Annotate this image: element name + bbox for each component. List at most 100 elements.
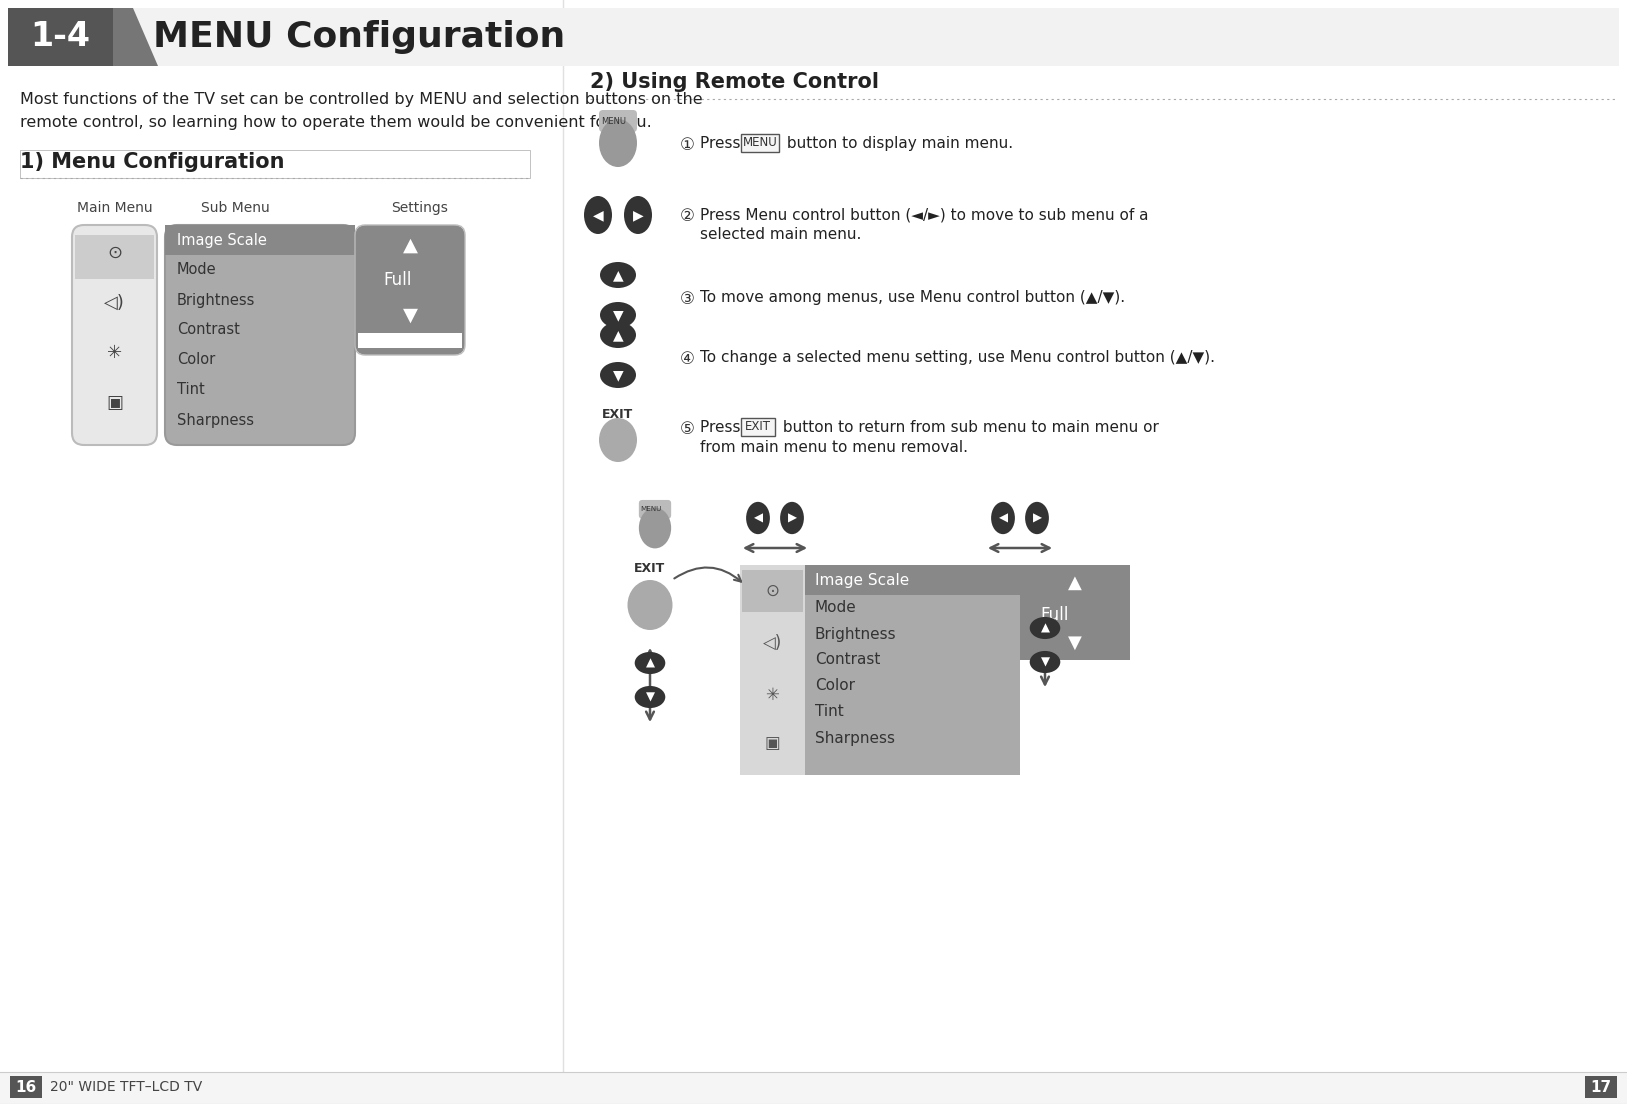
Text: Sharpness: Sharpness: [815, 731, 895, 745]
Ellipse shape: [639, 508, 672, 549]
FancyBboxPatch shape: [164, 225, 355, 445]
FancyBboxPatch shape: [599, 110, 638, 132]
Ellipse shape: [584, 197, 612, 234]
Text: ◀: ◀: [999, 511, 1007, 524]
Bar: [742, 570, 804, 612]
Bar: [740, 418, 774, 436]
Text: Color: Color: [815, 679, 856, 693]
Text: Sub Menu: Sub Menu: [200, 201, 270, 215]
PathPatch shape: [112, 8, 158, 66]
Text: 2) Using Remote Control: 2) Using Remote Control: [591, 72, 879, 92]
Text: ▲: ▲: [613, 268, 623, 282]
Text: ▼: ▼: [613, 308, 623, 322]
Bar: [124, 8, 1619, 66]
Text: ◁): ◁): [763, 634, 783, 652]
Ellipse shape: [747, 502, 770, 534]
Text: ▼: ▼: [646, 690, 654, 703]
Text: ✳: ✳: [766, 686, 779, 704]
Text: ▶: ▶: [787, 511, 797, 524]
Text: Brightness: Brightness: [815, 626, 896, 641]
Text: ▶: ▶: [1033, 511, 1041, 524]
Text: 1) Menu Configuration: 1) Menu Configuration: [20, 152, 285, 172]
Text: Press Menu control button (◄/►) to move to sub menu of a: Press Menu control button (◄/►) to move …: [700, 208, 1149, 222]
Text: ✳: ✳: [107, 344, 122, 362]
Bar: [10, 1076, 42, 1098]
Text: button to return from sub menu to main menu or: button to return from sub menu to main m…: [778, 420, 1158, 435]
Text: Full: Full: [1040, 606, 1069, 624]
Text: ▼: ▼: [1067, 634, 1082, 652]
Bar: [358, 333, 462, 348]
Text: Contrast: Contrast: [815, 652, 880, 668]
Bar: [20, 150, 530, 178]
Text: EXIT: EXIT: [745, 421, 771, 434]
Text: Full: Full: [382, 270, 412, 289]
Ellipse shape: [600, 302, 636, 328]
Text: ▼: ▼: [402, 306, 418, 325]
Ellipse shape: [600, 262, 636, 288]
Text: ▼: ▼: [1041, 656, 1049, 669]
Text: MENU: MENU: [742, 137, 778, 149]
Ellipse shape: [1030, 617, 1061, 639]
Text: ◀: ◀: [592, 208, 604, 222]
Text: ▣: ▣: [765, 734, 781, 752]
Ellipse shape: [991, 502, 1015, 534]
Ellipse shape: [625, 197, 652, 234]
Text: Press: Press: [700, 136, 745, 151]
Ellipse shape: [600, 322, 636, 348]
Ellipse shape: [600, 362, 636, 388]
Text: ②: ②: [680, 208, 695, 225]
FancyArrowPatch shape: [674, 567, 742, 582]
Bar: [8, 8, 1619, 66]
Ellipse shape: [779, 502, 804, 534]
Bar: [8, 8, 1619, 66]
Text: Mode: Mode: [177, 263, 216, 277]
Bar: [740, 134, 779, 152]
Bar: [805, 565, 1020, 775]
Ellipse shape: [599, 119, 638, 167]
Bar: [1585, 1076, 1617, 1098]
Text: To move among menus, use Menu control button (▲/▼).: To move among menus, use Menu control bu…: [700, 290, 1126, 305]
Text: ▶: ▶: [633, 208, 643, 222]
Text: ①: ①: [680, 136, 695, 153]
Text: button to display main menu.: button to display main menu.: [783, 136, 1014, 151]
Text: ◁): ◁): [104, 294, 125, 312]
Text: selected main menu.: selected main menu.: [700, 227, 861, 242]
Bar: [805, 565, 1020, 595]
Text: 1-4: 1-4: [31, 21, 91, 53]
Text: Tint: Tint: [815, 704, 844, 720]
Text: Image Scale: Image Scale: [815, 573, 909, 587]
Text: MENU: MENU: [602, 117, 626, 126]
Ellipse shape: [628, 580, 672, 630]
Text: Sharpness: Sharpness: [177, 413, 254, 427]
Text: from main menu to menu removal.: from main menu to menu removal.: [700, 440, 968, 455]
Bar: [1020, 565, 1131, 660]
Text: Most functions of the TV set can be controlled by MENU and selection buttons on : Most functions of the TV set can be cont…: [20, 92, 703, 107]
Text: ▲: ▲: [402, 235, 418, 255]
Text: ▲: ▲: [1067, 574, 1082, 592]
Text: To change a selected menu setting, use Menu control button (▲/▼).: To change a selected menu setting, use M…: [700, 350, 1215, 365]
FancyBboxPatch shape: [639, 500, 672, 519]
Ellipse shape: [599, 418, 638, 461]
Text: remote control, so learning how to operate them would be convenient for you.: remote control, so learning how to opera…: [20, 115, 652, 130]
Text: Main Menu: Main Menu: [76, 201, 153, 215]
Text: Color: Color: [177, 352, 215, 368]
Text: EXIT: EXIT: [602, 407, 633, 421]
Text: Press: Press: [700, 420, 745, 435]
Text: 16: 16: [15, 1080, 37, 1094]
Text: ③: ③: [680, 290, 695, 308]
Text: ◀: ◀: [753, 511, 763, 524]
FancyBboxPatch shape: [72, 225, 156, 445]
Text: Brightness: Brightness: [177, 293, 255, 308]
Text: ④: ④: [680, 350, 695, 368]
Text: Contrast: Contrast: [177, 322, 239, 338]
Text: ⑤: ⑤: [680, 420, 695, 438]
Ellipse shape: [1025, 502, 1049, 534]
FancyBboxPatch shape: [355, 225, 465, 355]
Text: Tint: Tint: [177, 382, 205, 397]
Bar: [8, 8, 112, 66]
Text: Image Scale: Image Scale: [177, 233, 267, 247]
Text: ▣: ▣: [106, 394, 124, 412]
Ellipse shape: [635, 652, 665, 675]
Text: Settings: Settings: [392, 201, 449, 215]
Text: 20" WIDE TFT–LCD TV: 20" WIDE TFT–LCD TV: [50, 1080, 202, 1094]
